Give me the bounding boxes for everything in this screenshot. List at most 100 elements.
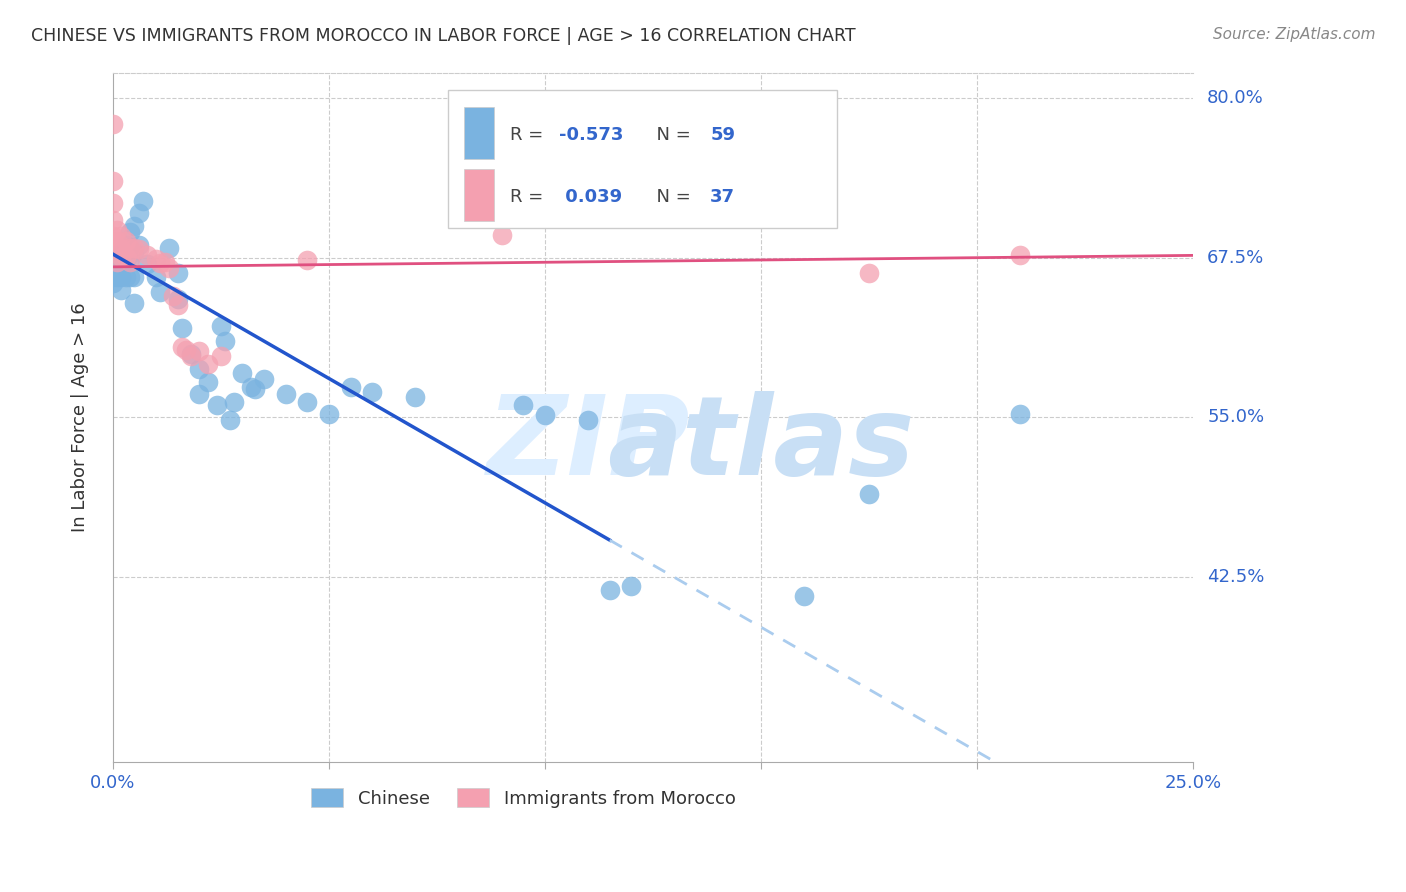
Point — [110, 270, 132, 285]
Point — [120, 254, 142, 268]
Point — [253, 372, 276, 386]
Point — [145, 252, 167, 267]
Text: Source: ZipAtlas.com: Source: ZipAtlas.com — [1212, 27, 1375, 42]
Point — [124, 270, 146, 285]
Point — [491, 227, 513, 242]
Point — [240, 380, 263, 394]
Point — [166, 298, 188, 312]
Point — [136, 257, 159, 271]
Point — [153, 254, 176, 268]
Point — [1010, 248, 1032, 262]
Point — [149, 285, 172, 300]
Point — [297, 253, 319, 268]
Point — [1010, 407, 1032, 421]
Point — [101, 277, 124, 291]
Point — [128, 242, 150, 256]
Text: R =: R = — [510, 188, 550, 206]
Point — [110, 250, 132, 264]
Point — [858, 487, 880, 501]
Point — [339, 380, 361, 394]
Point — [105, 223, 128, 237]
Point — [101, 117, 124, 131]
Point — [707, 181, 730, 195]
Point — [318, 407, 340, 421]
Point — [274, 387, 297, 401]
Y-axis label: In Labor Force | Age > 16: In Labor Force | Age > 16 — [72, 302, 89, 533]
Text: 59: 59 — [710, 126, 735, 144]
Point — [124, 241, 146, 255]
Point — [176, 343, 198, 357]
Point — [110, 257, 132, 271]
Point — [114, 235, 136, 249]
Point — [110, 283, 132, 297]
Text: 55.0%: 55.0% — [1208, 409, 1264, 426]
Point — [105, 235, 128, 249]
Text: 80.0%: 80.0% — [1208, 89, 1264, 108]
Point — [101, 257, 124, 271]
Text: R =: R = — [510, 126, 550, 144]
Point — [157, 241, 180, 255]
Point — [166, 292, 188, 306]
Point — [188, 362, 211, 376]
Point — [188, 344, 211, 359]
Point — [170, 321, 193, 335]
Point — [105, 242, 128, 256]
Point — [101, 212, 124, 227]
Point — [157, 261, 180, 276]
Point — [101, 251, 124, 265]
Point — [120, 226, 142, 240]
Point — [149, 256, 172, 270]
Point — [576, 413, 599, 427]
Point — [166, 266, 188, 280]
Point — [114, 238, 136, 252]
Point — [132, 194, 155, 208]
Point — [120, 251, 142, 265]
Point — [136, 248, 159, 262]
Point — [218, 413, 240, 427]
Point — [105, 254, 128, 268]
Text: 42.5%: 42.5% — [1208, 568, 1264, 586]
Point — [124, 295, 146, 310]
Point — [214, 334, 236, 348]
Point — [124, 219, 146, 233]
Point — [404, 390, 426, 404]
FancyBboxPatch shape — [447, 90, 837, 228]
Point — [180, 349, 202, 363]
Text: N =: N = — [645, 188, 697, 206]
Text: CHINESE VS IMMIGRANTS FROM MOROCCO IN LABOR FORCE | AGE > 16 CORRELATION CHART: CHINESE VS IMMIGRANTS FROM MOROCCO IN LA… — [31, 27, 856, 45]
Point — [361, 384, 384, 399]
Point — [620, 579, 643, 593]
Point — [110, 242, 132, 256]
Point — [114, 250, 136, 264]
Point — [120, 241, 142, 255]
Point — [110, 229, 132, 244]
Point — [245, 382, 267, 396]
Point — [209, 318, 232, 333]
Point — [124, 244, 146, 259]
Point — [120, 270, 142, 285]
Point — [101, 174, 124, 188]
Point — [170, 340, 193, 354]
Point — [145, 270, 167, 285]
Point — [197, 357, 219, 371]
Text: N =: N = — [645, 126, 697, 144]
Point — [105, 263, 128, 277]
Text: ZIP: ZIP — [486, 392, 690, 499]
Point — [128, 206, 150, 220]
Point — [599, 582, 621, 597]
FancyBboxPatch shape — [464, 107, 495, 159]
Point — [101, 263, 124, 277]
Point — [297, 395, 319, 409]
Point — [512, 398, 534, 412]
Text: -0.573: -0.573 — [560, 126, 623, 144]
Point — [114, 254, 136, 268]
Text: 37: 37 — [710, 188, 735, 206]
Point — [793, 589, 815, 603]
Point — [110, 244, 132, 259]
Text: atlas: atlas — [607, 392, 915, 499]
Point — [534, 408, 557, 422]
Point — [231, 366, 253, 380]
Text: 0.039: 0.039 — [560, 188, 623, 206]
Point — [858, 266, 880, 280]
Point — [114, 270, 136, 285]
